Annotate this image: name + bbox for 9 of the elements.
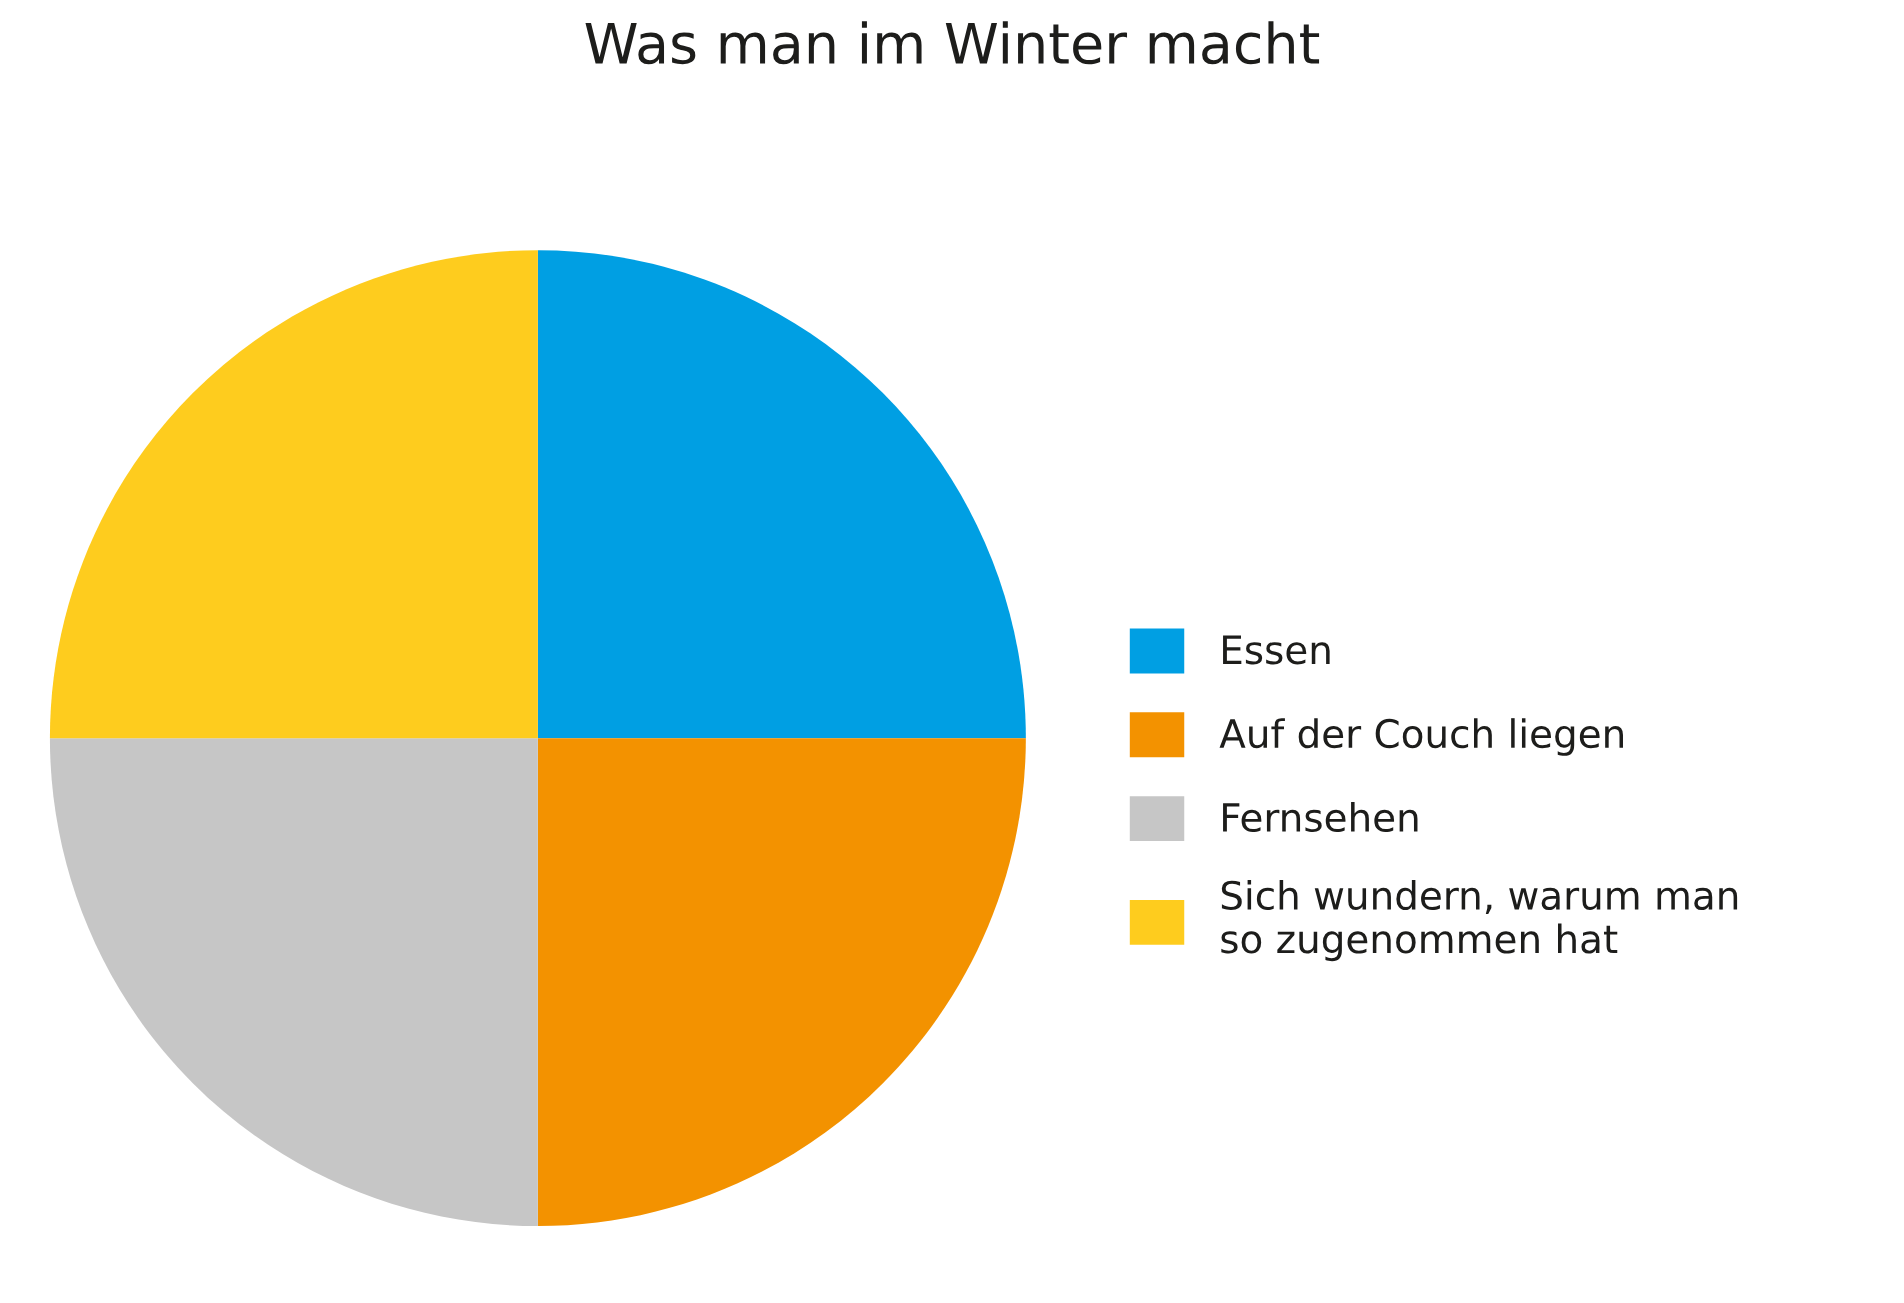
legend-label: Auf der Couch liegen	[1219, 718, 1623, 756]
chart-title: Was man im Winter macht	[585, 21, 1320, 65]
pie-slice	[49, 250, 538, 739]
pie-slice	[537, 738, 1026, 1227]
legend-label: Essen	[1223, 635, 1330, 665]
pie-slice	[537, 250, 1026, 739]
legend-label: Fernsehen	[1223, 801, 1418, 833]
pie-slice	[49, 738, 538, 1227]
legend-label: Sich wundern, warum man so zugenommen hat	[1221, 879, 1738, 962]
